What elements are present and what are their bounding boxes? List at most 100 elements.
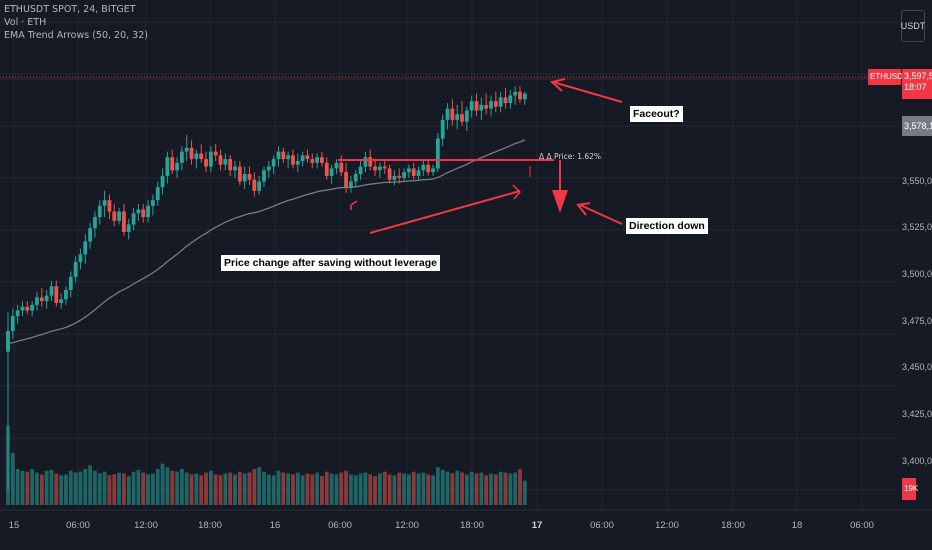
volume-bar — [368, 474, 373, 505]
candle-body — [406, 168, 411, 173]
volume-bar — [445, 471, 450, 505]
price-tick-label: 3,475,00 — [902, 315, 932, 326]
volume-bar — [522, 480, 527, 505]
volume-bar — [431, 475, 435, 505]
volume-bar — [358, 473, 363, 505]
volume-indicator-label[interactable]: Vol · ETH — [4, 17, 47, 28]
candle — [30, 301, 35, 317]
volume-bar — [122, 473, 126, 505]
time-tick-label: 06:00 — [328, 520, 352, 531]
candle — [151, 194, 155, 216]
candle — [464, 106, 469, 132]
time-tick-label: 12:00 — [655, 520, 679, 531]
volume-bar — [83, 469, 88, 505]
candle — [112, 203, 117, 227]
faceout-note[interactable]: Faceout? — [630, 106, 683, 122]
price-tick-label: 3,400,00 — [902, 455, 932, 466]
candle-body — [416, 170, 421, 176]
last-price-tag: 3,597,51 18:07 — [902, 69, 932, 99]
candle-body — [208, 151, 213, 167]
candle — [122, 203, 126, 236]
candle — [44, 289, 49, 309]
candle-body — [498, 97, 503, 107]
candle-body — [402, 172, 406, 178]
delta-price-label: Δ Δ Price: 1.62% — [539, 152, 602, 161]
candle-body — [373, 166, 377, 171]
candle — [310, 153, 315, 169]
time-tick-label: 18 — [791, 520, 803, 531]
volume-bar — [320, 476, 324, 505]
volume-bar — [112, 474, 117, 505]
volume-bar — [378, 473, 382, 505]
direction-arrow-line — [579, 204, 623, 225]
volume-bar — [310, 474, 315, 505]
candle-body — [6, 331, 10, 352]
candle — [189, 140, 194, 165]
candle-body — [10, 316, 15, 332]
candle — [6, 312, 10, 490]
candle — [213, 144, 218, 161]
candle — [440, 114, 445, 146]
volume-bar — [286, 473, 291, 505]
volume-bar — [126, 476, 131, 505]
currency-button[interactable]: USDT — [901, 10, 925, 42]
candle — [479, 97, 484, 120]
countdown-value: 18:07 — [904, 82, 927, 92]
price-change-note[interactable]: Price change after saving without levera… — [221, 255, 440, 271]
candle-body — [295, 160, 300, 165]
direction-note[interactable]: Direction down — [626, 218, 708, 234]
candle-body — [155, 187, 160, 201]
candle-body — [117, 211, 121, 221]
candle-body — [68, 276, 73, 290]
candle — [228, 155, 233, 176]
candle — [411, 162, 416, 180]
candle — [406, 164, 411, 178]
candle — [107, 194, 112, 219]
candle — [223, 153, 228, 171]
candle-body — [479, 104, 484, 111]
volume-bar — [291, 474, 295, 505]
volume-bar — [102, 471, 107, 505]
candle — [160, 168, 165, 195]
candle — [378, 162, 382, 178]
candle-body — [175, 162, 179, 171]
candle — [431, 164, 435, 176]
candle-body — [353, 174, 358, 182]
candle — [218, 149, 223, 171]
candle — [334, 159, 339, 175]
candle — [233, 160, 237, 178]
candle-body — [513, 91, 518, 96]
candle-body — [59, 299, 64, 304]
volume-bar — [35, 472, 39, 505]
volume-bar — [170, 470, 175, 505]
candle — [15, 304, 20, 324]
price-tick-label: 3,500,00 — [902, 269, 932, 279]
candle-body — [233, 166, 237, 171]
candle — [455, 104, 460, 130]
candle — [64, 286, 68, 305]
candle — [281, 147, 286, 163]
faceout-arrow-line — [552, 81, 623, 103]
candle — [460, 101, 464, 126]
candle-body — [450, 108, 455, 120]
volume-bar — [411, 471, 416, 505]
volume-bar — [334, 474, 339, 505]
candle-body — [30, 304, 35, 311]
volume-bar — [78, 471, 83, 505]
candle-body — [78, 254, 83, 262]
candle-body — [39, 297, 44, 302]
volume-bar — [426, 474, 431, 505]
candle-body — [146, 205, 150, 218]
candle-body — [387, 168, 392, 180]
candle-body — [368, 157, 373, 167]
volume-bar — [373, 476, 377, 505]
candle-body — [435, 138, 440, 169]
volume-bar — [68, 470, 73, 505]
candle-body — [440, 119, 445, 139]
candle-body — [310, 159, 315, 163]
candle-body — [334, 162, 339, 169]
candle-body — [83, 241, 88, 255]
ema-indicator-label[interactable]: EMA Trend Arrows (50, 20, 32) — [4, 30, 148, 41]
volume-bar — [39, 474, 44, 505]
